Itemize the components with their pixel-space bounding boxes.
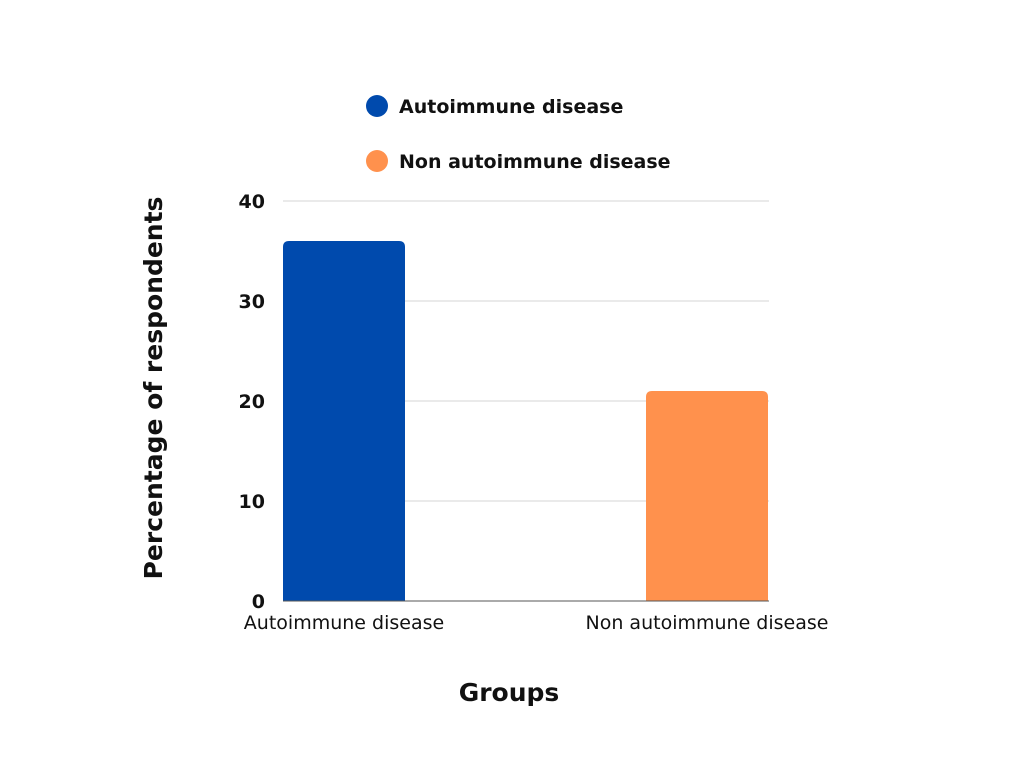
x-tick-label: Non autoimmune disease (586, 612, 829, 634)
x-tick-labels: Autoimmune disease Non autoimmune disease (244, 612, 829, 634)
y-tick-label: 30 (239, 291, 265, 313)
legend-label-autoimmune: Autoimmune disease (399, 96, 623, 118)
bars (283, 241, 768, 601)
legend-swatch-non-autoimmune (366, 150, 388, 172)
x-axis-title: Groups (459, 678, 560, 707)
legend-label-non-autoimmune: Non autoimmune disease (399, 151, 671, 173)
bar-autoimmune-disease (283, 241, 405, 601)
y-tick-label: 20 (239, 391, 265, 413)
legend: Autoimmune disease Non autoimmune diseas… (366, 95, 671, 173)
y-tick-labels: 0 10 20 30 40 (239, 191, 265, 613)
bar-non-autoimmune-disease (646, 391, 768, 601)
x-tick-label: Autoimmune disease (244, 612, 444, 634)
y-tick-label: 10 (239, 491, 265, 513)
legend-swatch-autoimmune (366, 95, 388, 117)
y-axis-title: Percentage of respondents (139, 197, 168, 580)
y-tick-label: 0 (252, 591, 265, 613)
y-tick-label: 40 (239, 191, 265, 213)
